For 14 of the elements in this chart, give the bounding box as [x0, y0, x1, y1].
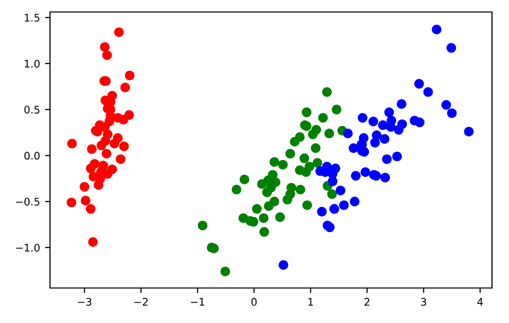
x-tick-label: −3	[78, 298, 92, 306]
y-tick-label: 0.0	[24, 152, 40, 160]
y-tick-label: 1.5	[24, 14, 40, 22]
y-tick-label: −0.5	[16, 198, 40, 206]
x-tick-label: 1	[308, 298, 313, 306]
y-tick-label: −1.0	[16, 244, 40, 252]
x-tick-label: −2	[134, 298, 148, 306]
x-tick-label: 3	[421, 298, 426, 306]
x-tick-label: 0	[251, 298, 257, 306]
x-tick-label: 4	[477, 298, 483, 306]
x-tick-label: −1	[190, 298, 204, 306]
y-tick-label: 0.5	[24, 106, 40, 114]
y-tick-label: 1.0	[24, 60, 40, 68]
x-tick-label: 2	[364, 298, 370, 306]
